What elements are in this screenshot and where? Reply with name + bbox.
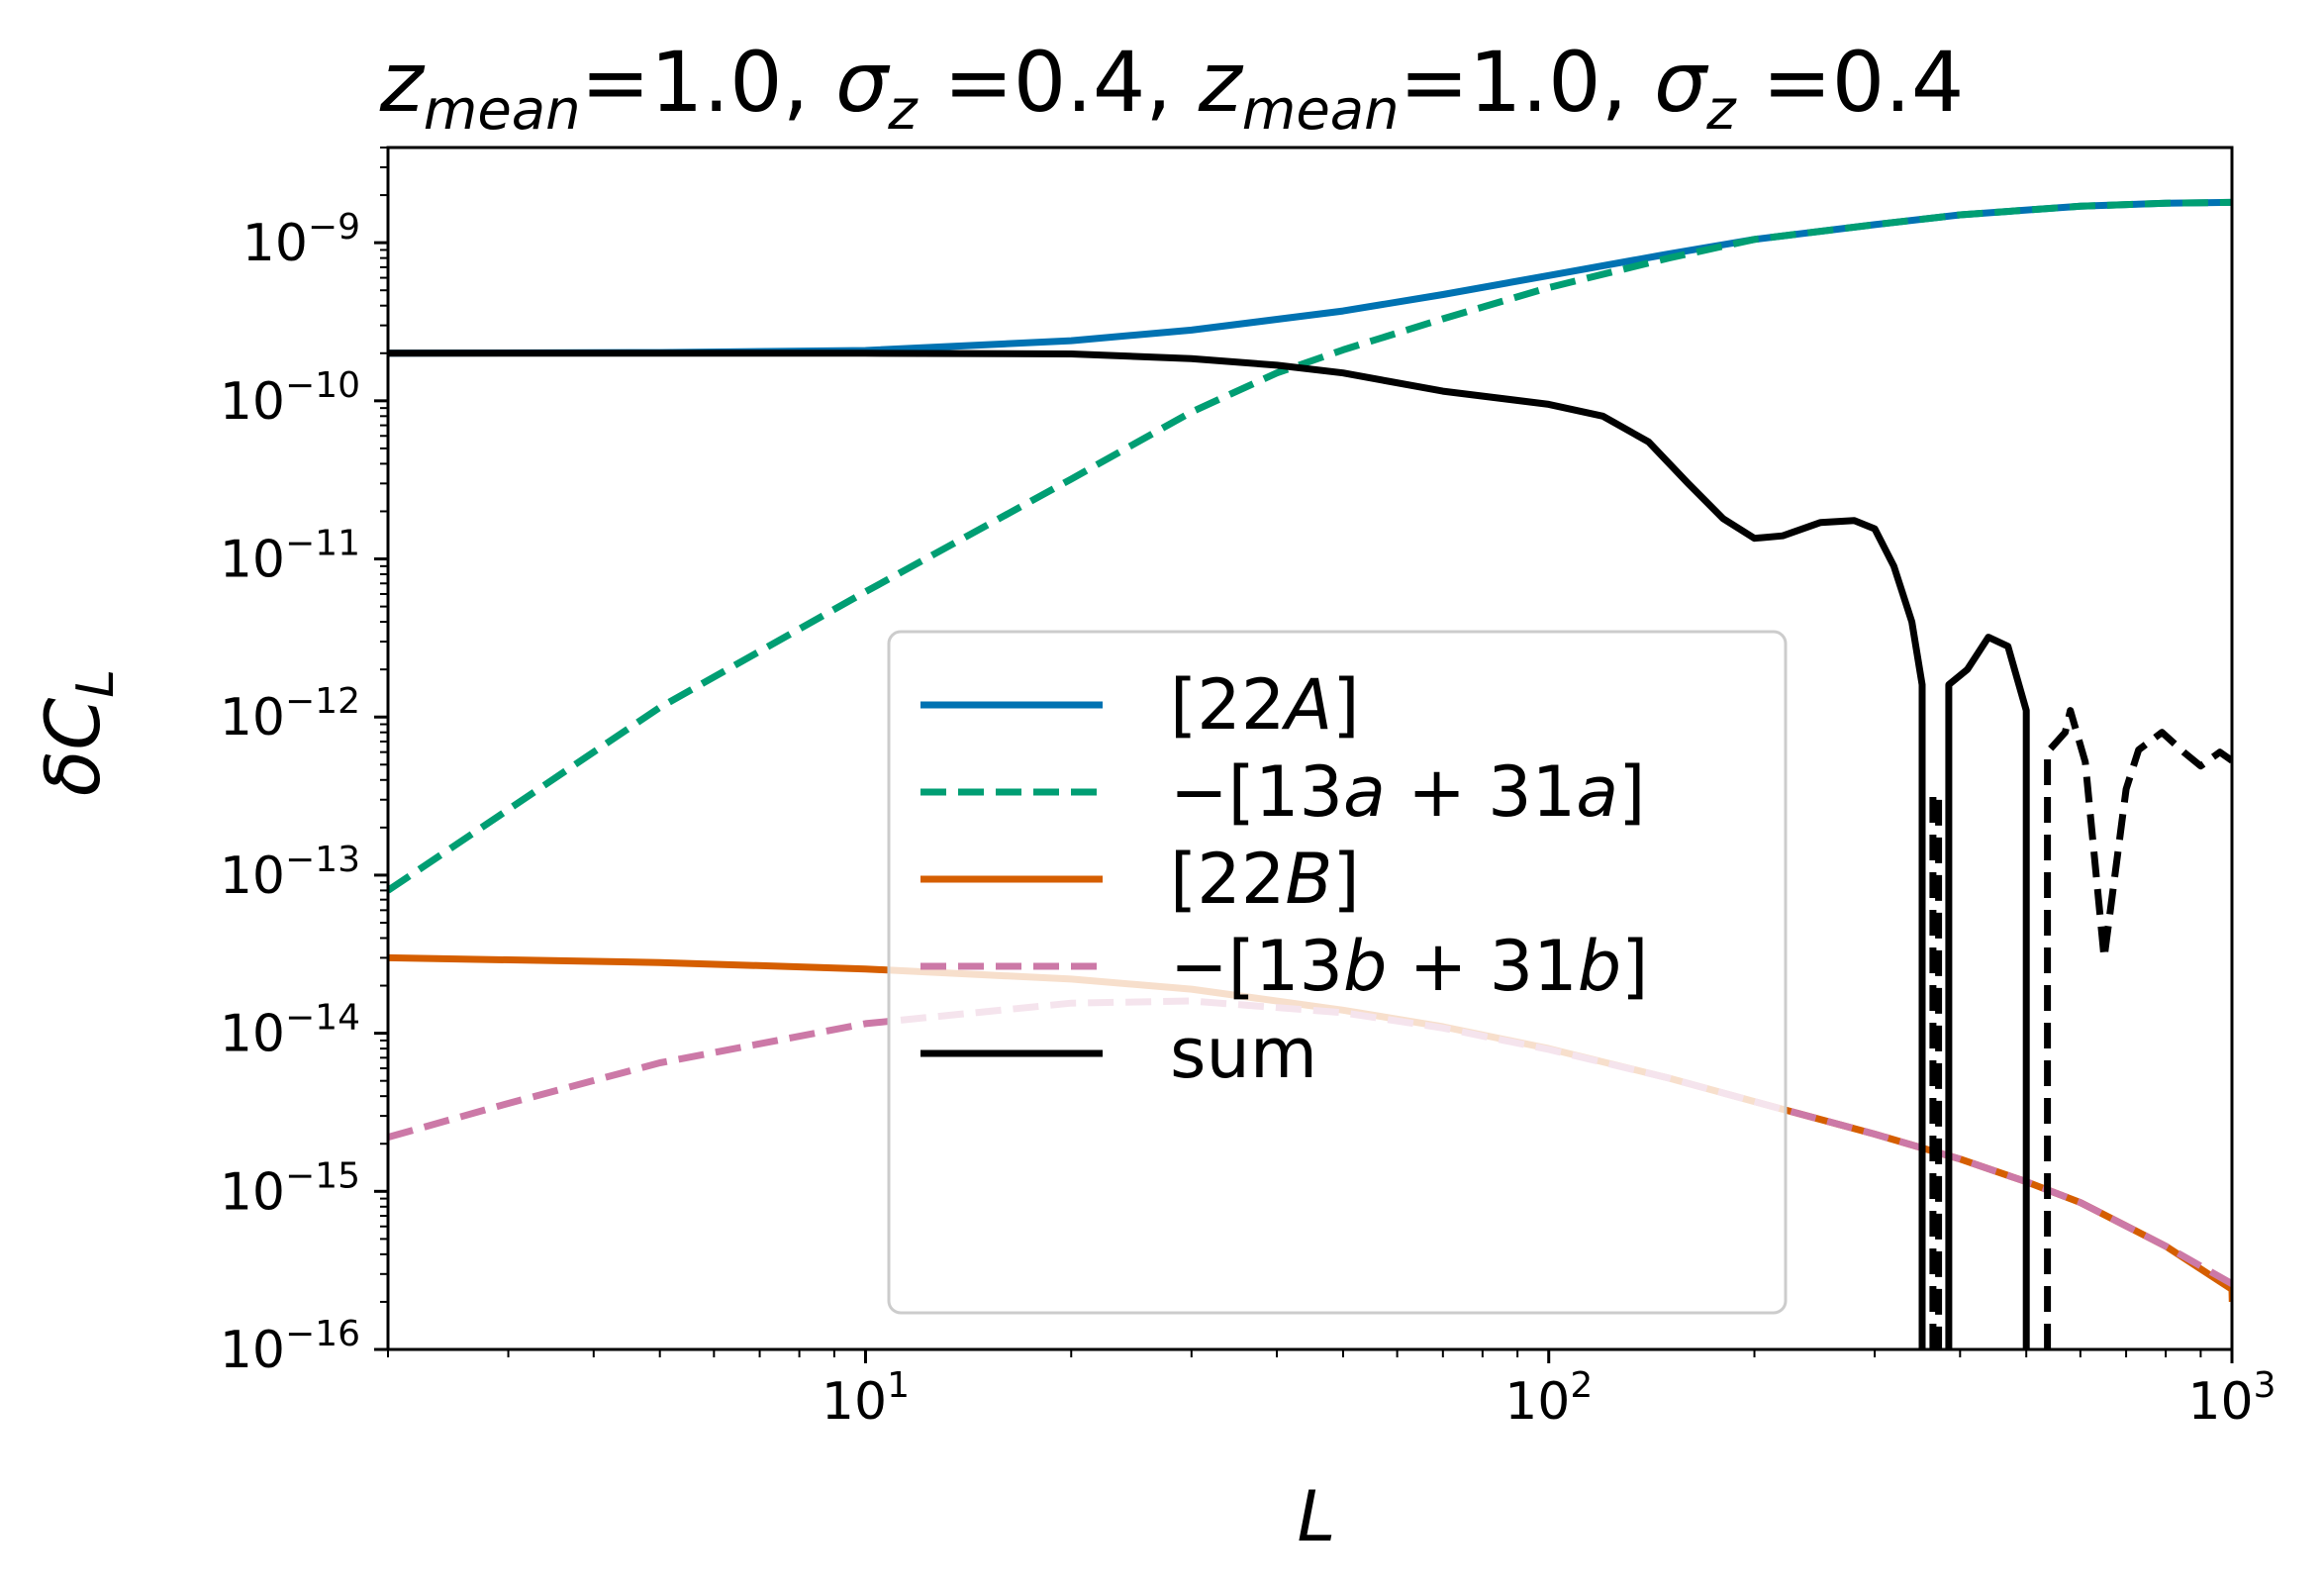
- legend-label-1: −[13a + 31a]: [1170, 751, 1645, 833]
- y-tick-label: 10−14: [220, 998, 360, 1064]
- legend-box: [887, 630, 1788, 1315]
- y-axis-label: δCL: [29, 669, 126, 797]
- y-tick-label: 10−15: [220, 1155, 360, 1222]
- y-tick-label: 10−9: [242, 207, 360, 273]
- series-line-5-0: [1929, 791, 1943, 1349]
- x-axis-label: L: [1298, 1476, 1336, 1557]
- series-line-5-1: [2044, 707, 2232, 1349]
- series-line-4-1: [1945, 634, 2030, 1349]
- x-tick-label: 102: [1504, 1365, 1593, 1432]
- axes-frame: [386, 146, 2234, 1351]
- chart-title: zmean=1.0, σz =0.4, zmean=1.0, σz =0.4: [379, 34, 1965, 143]
- legend-label-3: −[13b + 31b]: [1170, 926, 1648, 1007]
- series-line-0-0: [388, 198, 2232, 357]
- x-tick-label: 101: [822, 1365, 910, 1432]
- legend-label-4: sum: [1170, 1013, 1317, 1094]
- y-tick-label: 10−16: [220, 1314, 360, 1380]
- series-line-1-0: [388, 198, 2232, 894]
- series-line-4-0: [388, 349, 1926, 1349]
- y-tick-label: 10−12: [220, 681, 360, 747]
- x-tick-label: 103: [2187, 1365, 2276, 1432]
- y-tick-label: 10−11: [220, 524, 360, 590]
- axis-ticks: 101 102 103 10−9 10−10 10−11 10−12 10−13 10−14 10…: [220, 147, 2276, 1432]
- legend-label-2: [22B]: [1170, 839, 1360, 920]
- y-tick-label: 10−13: [220, 840, 360, 906]
- legend-label-0: [22A]: [1170, 664, 1360, 746]
- legend: [22A]−[13a + 31a][22B]−[13b + 31b]sum: [887, 630, 1788, 1315]
- y-tick-label: 10−10: [220, 365, 360, 432]
